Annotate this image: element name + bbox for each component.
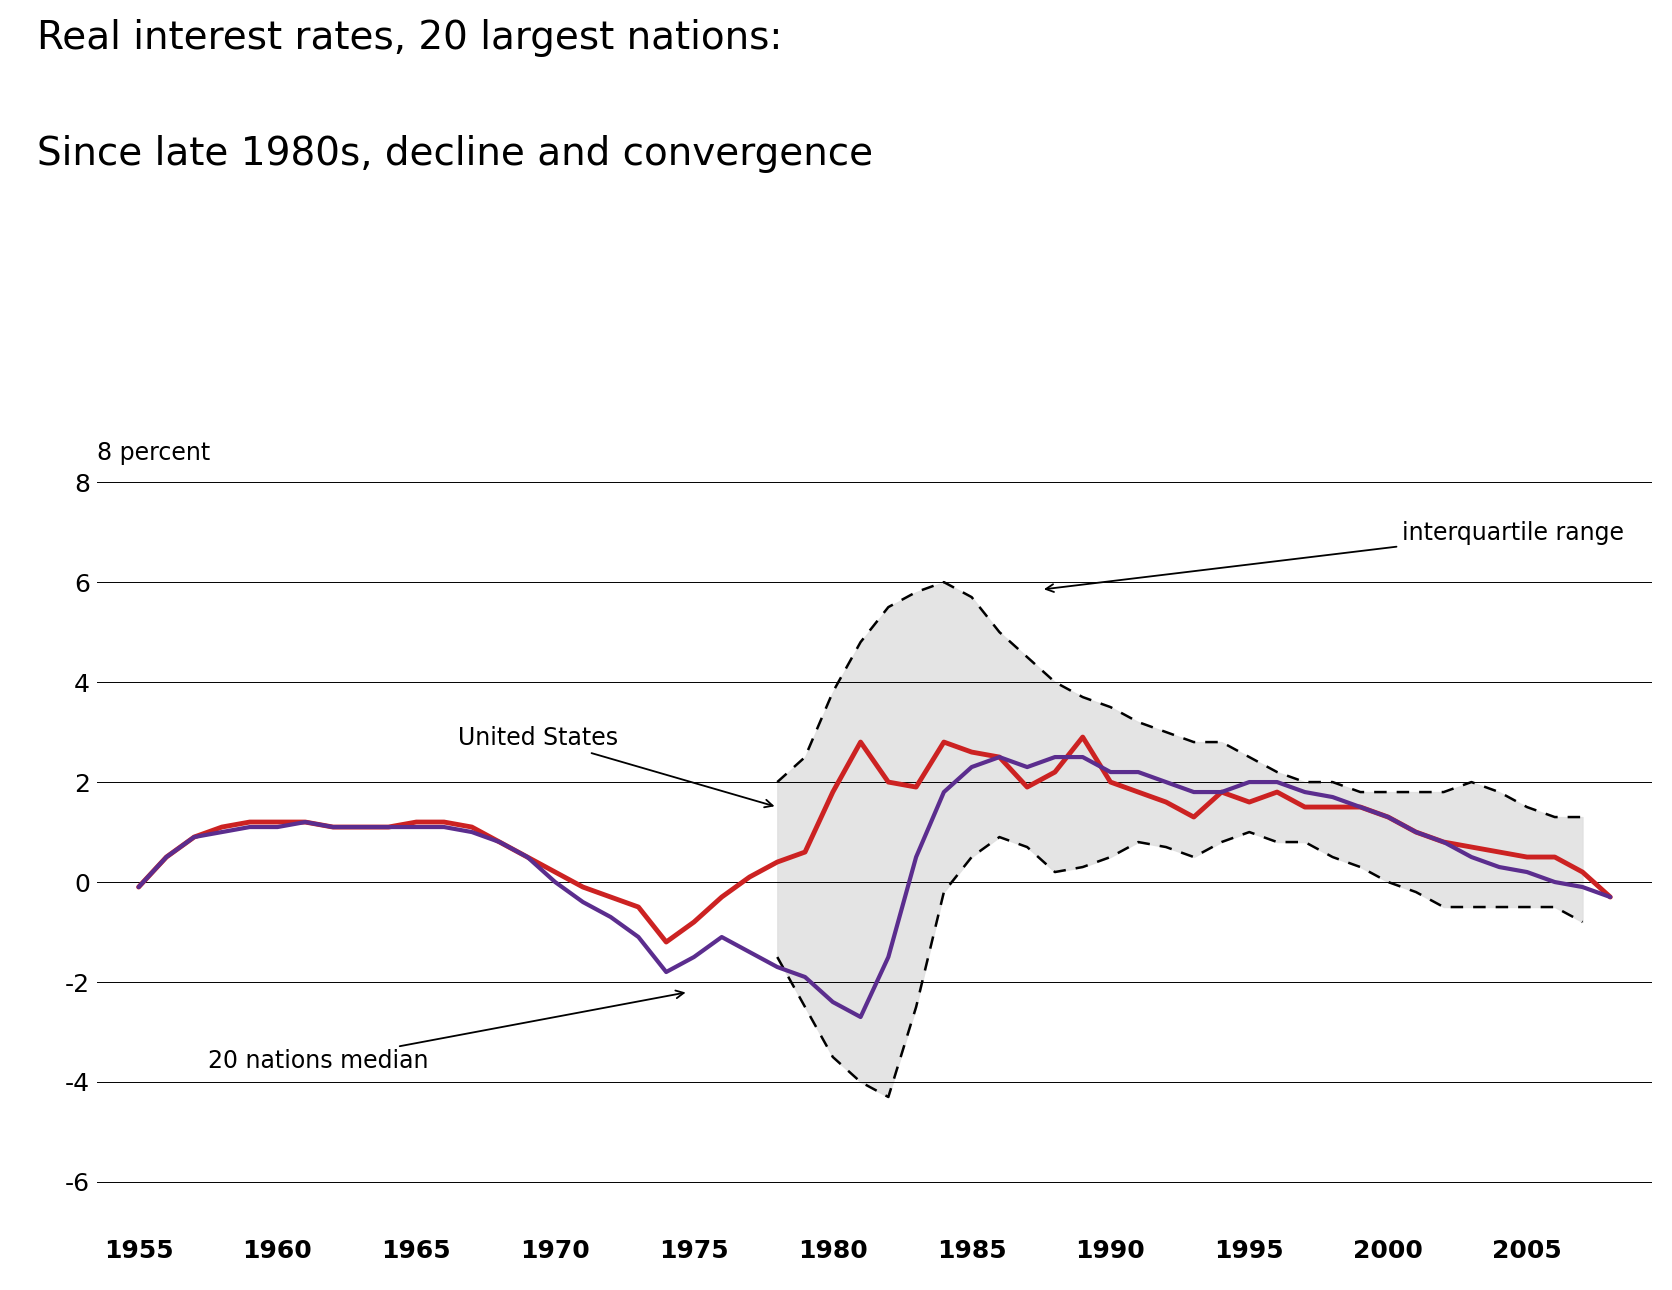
Text: Since late 1980s, decline and convergence: Since late 1980s, decline and convergenc…: [37, 135, 873, 173]
Text: United States: United States: [458, 725, 772, 808]
Text: Real interest rates, 20 largest nations:: Real interest rates, 20 largest nations:: [37, 19, 782, 57]
Text: 8 percent: 8 percent: [97, 441, 211, 464]
Text: 20 nations median: 20 nations median: [207, 991, 684, 1073]
Text: interquartile range: interquartile range: [1045, 521, 1624, 592]
